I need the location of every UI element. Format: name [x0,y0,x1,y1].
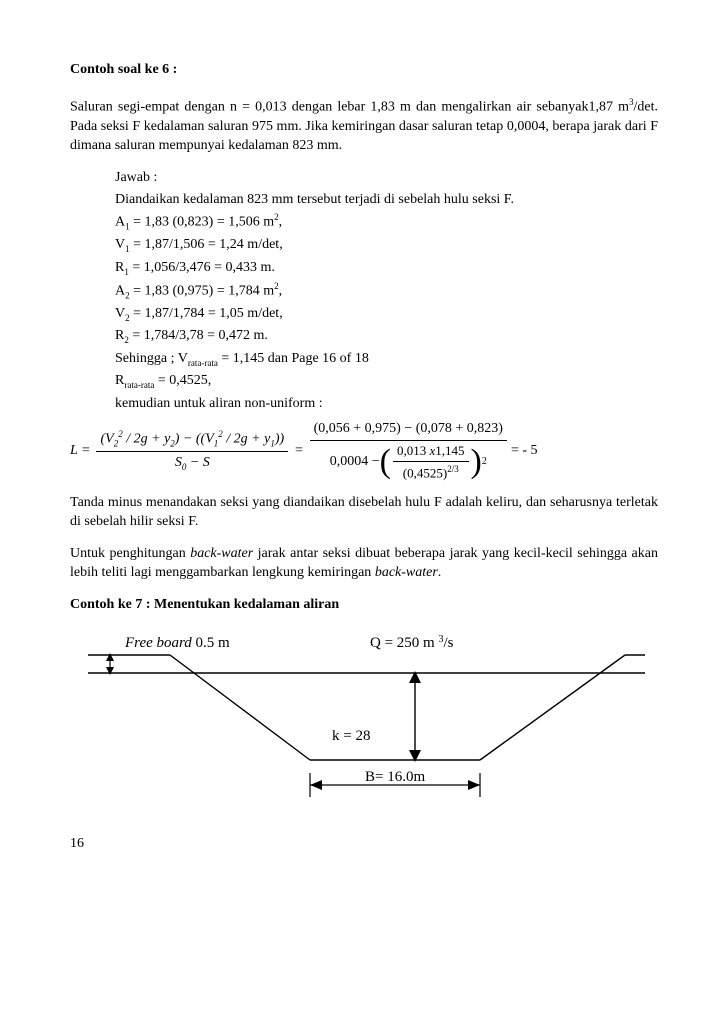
answer-label: Jawab : [115,168,658,188]
svg-text:Free board 0.5 m: Free board 0.5 m [124,635,230,651]
assumption: Diandaikan kedalaman 823 mm tersebut ter… [115,190,658,210]
calc-a1: A1 = 1,83 (0,823) = 1,506 m2, [115,211,658,233]
heading-7: Contoh ke 7 : Menentukan kedalaman alira… [70,595,658,615]
svg-text:B= 16.0m: B= 16.0m [365,769,425,785]
calc-rr: Rrata-rata = 0,4525, [115,371,658,391]
note-2: Untuk penghitungan back-water jarak anta… [70,544,658,583]
equation-L: L = (V22 / 2g + y2) − ((V12 / 2g + y1)) … [70,419,658,482]
calc-a2: A2 = 1,83 (0,975) = 1,784 m2, [115,280,658,302]
channel-diagram: Free board 0.5 m Q = 250 m 3/s k = 28 B=… [70,625,658,820]
calc-v2: V2 = 1,87/1,784 = 1,05 m/det, [115,304,658,324]
problem-6-text: Saluran segi-empat dengan n = 0,013 deng… [70,96,658,156]
answer-block: Jawab : Diandaikan kedalaman 823 mm ters… [115,168,658,413]
calc-so: Sehingga ; Vrata-rata = 1,145 dan Page 1… [115,349,658,369]
calc-r1: R1 = 1,056/3,476 = 0,433 m. [115,258,658,278]
note-1: Tanda minus menandakan seksi yang dianda… [70,493,658,532]
svg-text:k = 28: k = 28 [332,728,370,744]
calc-v1: V1 = 1,87/1,506 = 1,24 m/det, [115,235,658,255]
svg-text:Q = 250 m 3/s: Q = 250 m 3/s [370,634,454,651]
calc-r2: R2 = 1,784/3,78 = 0,472 m. [115,326,658,346]
heading-6: Contoh soal ke 6 : [70,60,658,80]
page-number: 16 [70,834,658,854]
calc-nonuniform: kemudian untuk aliran non-uniform : [115,394,658,414]
